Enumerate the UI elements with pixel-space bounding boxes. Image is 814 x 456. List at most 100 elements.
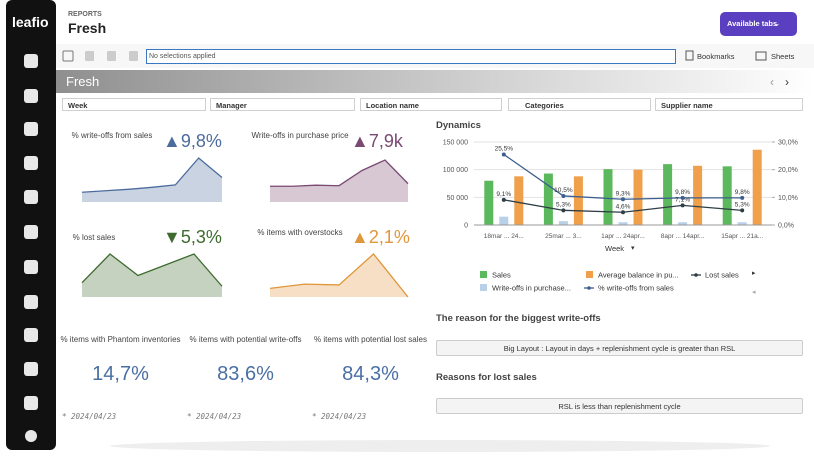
data-label: 9,8% [735, 189, 750, 196]
nav-icon [24, 156, 38, 170]
sheet-banner [56, 70, 814, 93]
data-label: 4,6% [616, 203, 631, 210]
bar [573, 176, 583, 225]
section-title: The reason for the biggest write-offs [436, 313, 601, 324]
y2-tick-label: 0,0% [778, 223, 794, 230]
legend-label: % write-offs from sales [598, 284, 674, 293]
legend-swatch [587, 286, 591, 290]
nav-icon [24, 122, 38, 136]
legend-label: Write-offs in purchase... [492, 284, 571, 293]
dropdown-icon[interactable]: ▾ [631, 245, 635, 252]
legend-swatch [586, 271, 593, 278]
legend-swatch [480, 271, 487, 278]
filter[interactable]: Manager [210, 98, 355, 111]
line-marker [501, 152, 506, 157]
x-tick-label: 18mar ... 24... [484, 233, 524, 240]
bar [543, 173, 553, 225]
x-tick-label: 15apr ... 21a... [721, 233, 763, 240]
legend-swatch [694, 273, 698, 277]
x-axis-label[interactable]: Week [605, 244, 625, 253]
filter[interactable]: Categories [508, 98, 651, 111]
stat-value: 84,3% [342, 363, 399, 385]
kpi-value: ▼5,3% [163, 227, 222, 247]
avatar [25, 430, 37, 442]
nav-icon [24, 362, 38, 376]
reason-item[interactable]: RSL is less than replenishment cycle [436, 398, 803, 414]
bar [693, 165, 703, 225]
section-title: Reasons for lost sales [436, 372, 537, 383]
line-marker [740, 195, 745, 200]
stat-label: % items with potential lost sales [314, 335, 427, 344]
stat-value: 83,6% [217, 363, 274, 385]
bookmarks[interactable]: Bookmarks [697, 52, 735, 61]
sparkline [81, 157, 223, 193]
data-label: 25,5% [495, 145, 514, 152]
nav-icon [24, 225, 38, 239]
data-label: 9,8% [675, 189, 690, 196]
y-tick-label: 150 000 [443, 140, 468, 147]
y2-tick-label: 30,0% [778, 140, 798, 147]
y2-tick-label: 10,0% [778, 195, 798, 202]
legend-next[interactable]: ▸ [752, 270, 756, 277]
icon: ⌄ [773, 18, 781, 28]
bar [618, 222, 628, 225]
breadcrumb: REPORTS [68, 11, 102, 18]
filter[interactable]: Supplier name [655, 98, 803, 111]
sparkline-area [270, 254, 408, 297]
line-marker [561, 208, 566, 213]
sheets-icon [755, 51, 767, 61]
y-tick-label: 100 000 [443, 167, 468, 174]
toolbar-icons [62, 50, 138, 62]
sparkline [81, 253, 223, 287]
tabs-button[interactable] [720, 12, 797, 36]
bar [499, 216, 509, 225]
bar [633, 169, 643, 225]
stat-note: * 2024/04/23 [312, 412, 367, 421]
bar [484, 180, 494, 225]
tabs-button-label[interactable]: Available tabs [727, 19, 778, 28]
sparkline-area [82, 158, 222, 202]
filter[interactable]: Week [62, 98, 206, 111]
data-label: 9,1% [496, 191, 511, 198]
selections-bar[interactable]: No selections applied [146, 49, 676, 64]
nav-icon [24, 328, 38, 342]
line-marker [621, 210, 625, 215]
reason-item[interactable]: Big Layout : Layout in days + replenishm… [436, 340, 803, 356]
legend-prev[interactable]: ◂ [752, 289, 756, 296]
legend-label: Lost sales [705, 271, 739, 280]
bar [752, 149, 762, 225]
x-tick-label: 25mar ... 3... [545, 233, 582, 240]
bookmark-icon [685, 50, 694, 61]
legend-label: Sales [492, 271, 511, 280]
kpi-label: % lost sales [72, 233, 116, 242]
filter[interactable]: Location name [360, 98, 502, 111]
nav-icon [24, 295, 38, 309]
sparkline-area [82, 254, 222, 297]
shadow [110, 440, 770, 452]
bar [722, 166, 732, 225]
bar [558, 221, 568, 225]
line-marker [740, 208, 745, 213]
stat-note: * 2024/04/23 [62, 412, 117, 421]
sheets[interactable]: Sheets [771, 52, 795, 61]
bar [678, 222, 688, 225]
kpi-label: % items with overstocks [257, 228, 343, 237]
prev-arrow[interactable]: ‹ [770, 75, 774, 89]
bar [603, 169, 613, 225]
line-marker [621, 197, 625, 202]
bar [737, 222, 747, 225]
y-tick-label: 50 000 [447, 195, 469, 202]
line-marker [680, 203, 685, 208]
stat-value: 14,7% [92, 363, 149, 385]
next-arrow[interactable]: › [785, 75, 789, 89]
sheet-title: Fresh [66, 74, 100, 89]
nav-icon [24, 396, 38, 410]
stat-label: % items with potential write-offs [189, 335, 302, 344]
x-tick-label: 8apr ... 14apr... [661, 233, 705, 240]
bar [514, 176, 524, 225]
chart-title: Dynamics [436, 120, 481, 131]
legend-swatch [480, 284, 487, 291]
stat-note: * 2024/04/23 [187, 412, 242, 421]
